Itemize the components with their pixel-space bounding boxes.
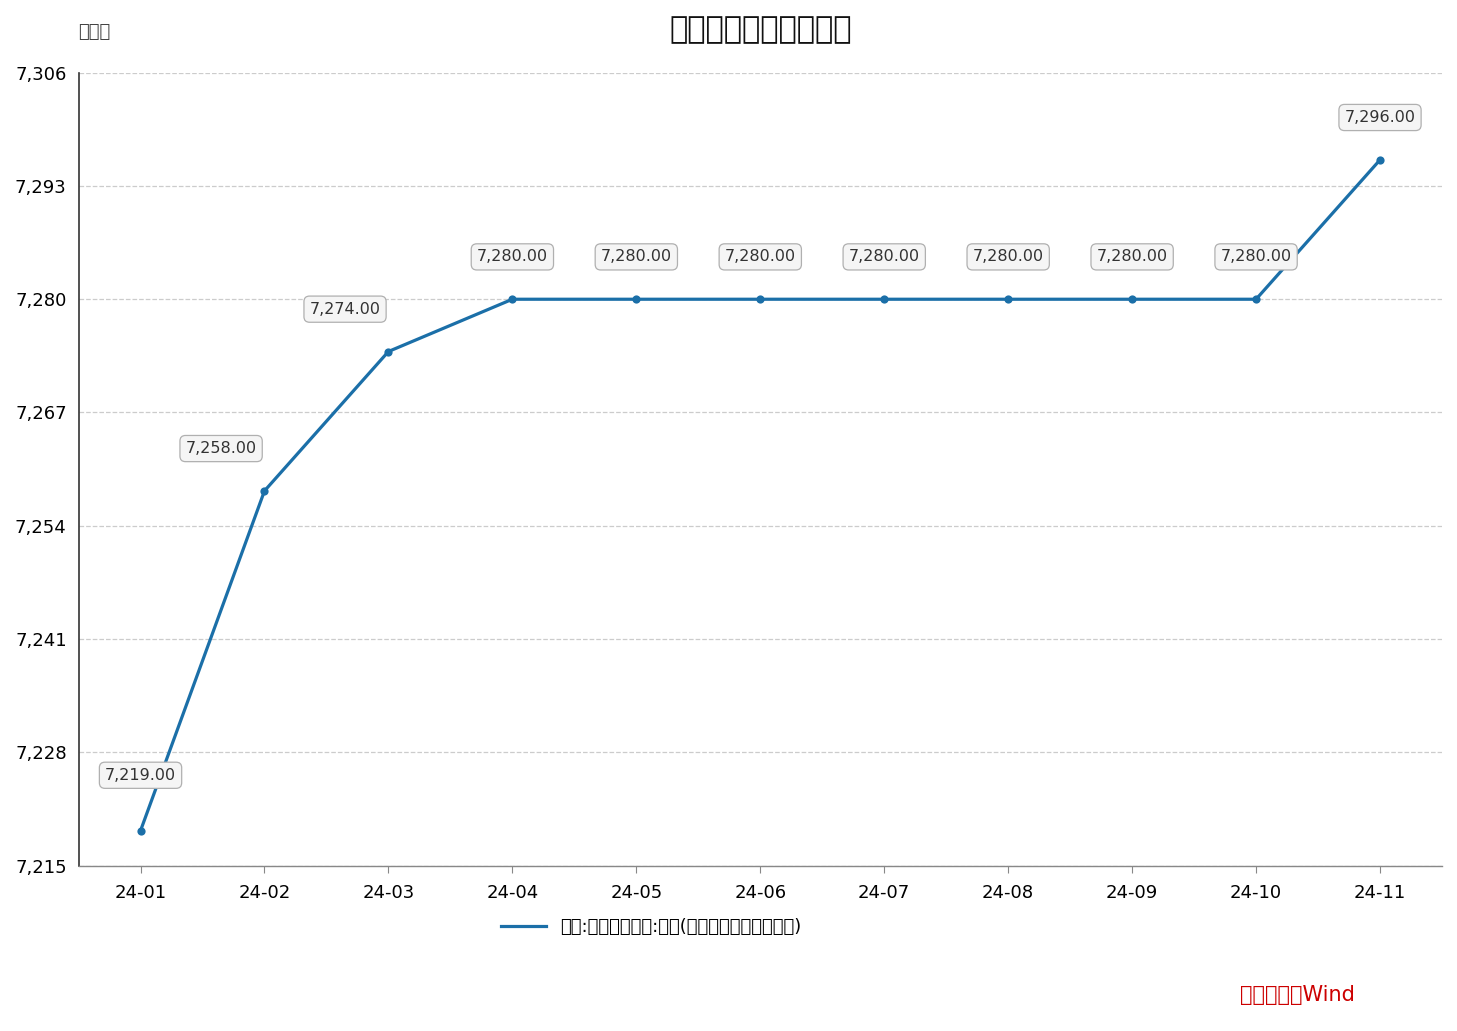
Point [377, 343, 401, 360]
Text: 7,280.00: 7,280.00 [1221, 250, 1292, 264]
Text: 7,296.00: 7,296.00 [1345, 110, 1416, 125]
Point [128, 823, 152, 839]
Title: 我国黄金储备变化情况: 我国黄金储备变化情况 [669, 15, 851, 44]
Text: 7,280.00: 7,280.00 [1097, 250, 1167, 264]
Point [749, 291, 772, 307]
Text: 7,280.00: 7,280.00 [848, 250, 919, 264]
Text: 7,258.00: 7,258.00 [185, 441, 256, 456]
Point [625, 291, 648, 307]
Legend: 中国:官方储备资产:黄金(以盎司计算的纯金数量): 中国:官方储备资产:黄金(以盎司计算的纯金数量) [494, 911, 809, 943]
Point [1368, 152, 1391, 168]
Text: 7,280.00: 7,280.00 [600, 250, 672, 264]
Point [1120, 291, 1144, 307]
Point [254, 483, 277, 499]
Text: 7,280.00: 7,280.00 [476, 250, 548, 264]
Text: 万盎司: 万盎司 [79, 23, 111, 41]
Text: 7,219.00: 7,219.00 [105, 768, 176, 783]
Text: 7,274.00: 7,274.00 [309, 302, 380, 317]
Point [1244, 291, 1268, 307]
Point [997, 291, 1020, 307]
Text: 数据来源：Wind: 数据来源：Wind [1240, 986, 1355, 1005]
Text: 7,280.00: 7,280.00 [973, 250, 1043, 264]
Text: 7,280.00: 7,280.00 [724, 250, 796, 264]
Point [501, 291, 525, 307]
Point [873, 291, 896, 307]
